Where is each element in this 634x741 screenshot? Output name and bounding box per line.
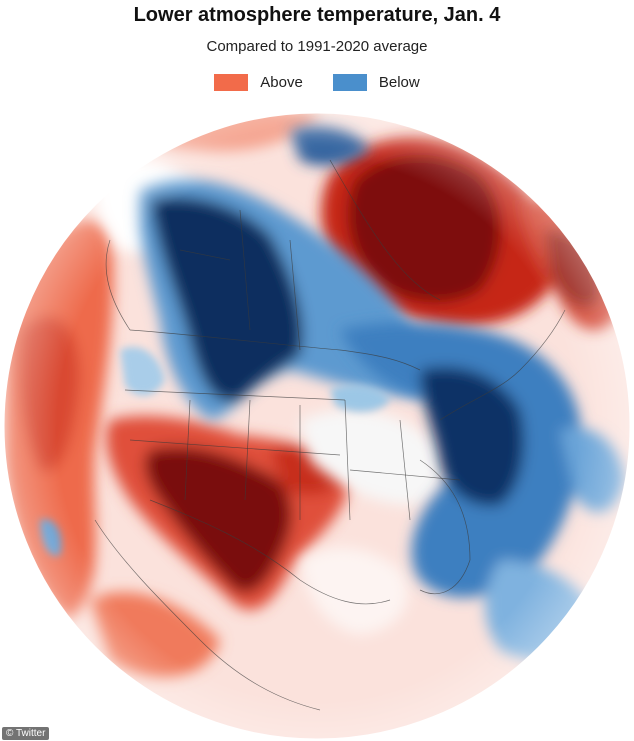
- legend-label-below: Below: [378, 74, 420, 91]
- map-subtitle: Compared to 1991-2020 average: [206, 38, 428, 55]
- legend-swatch-below: [332, 74, 367, 91]
- map-title: Lower atmosphere temperature, Jan. 4: [133, 4, 501, 26]
- image-credit: © Twitter: [2, 727, 50, 740]
- legend-swatch-above: [214, 74, 249, 91]
- legend-item-below: Below: [332, 74, 420, 91]
- legend-label-above: Above: [260, 74, 303, 91]
- legend: Above Below: [0, 74, 634, 91]
- anomaly-field: [4, 113, 630, 739]
- legend-item-above: Above: [214, 74, 303, 91]
- globe-edge: [3, 112, 631, 740]
